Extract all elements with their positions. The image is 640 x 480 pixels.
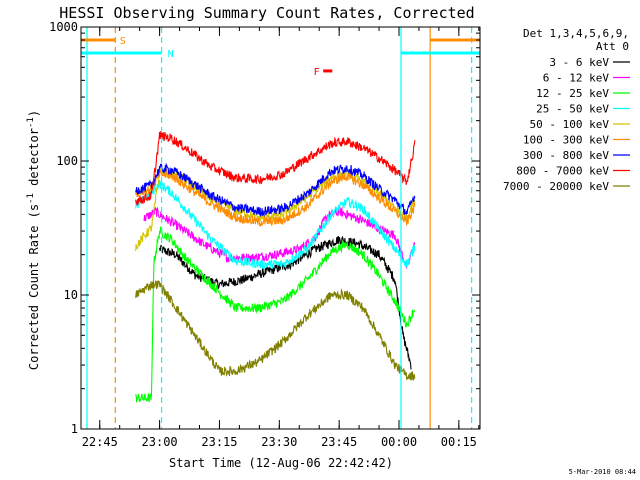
timestamp: 5-Mar-2010 08:44 [569, 468, 636, 476]
svg-text:Corrected Count Rate (s-1 dete: Corrected Count Rate (s-1 detector-1) [26, 110, 41, 370]
legend-title: Det 1,3,4,5,6,9, [523, 27, 629, 40]
legend-label-2: 6 - 12 keV [543, 72, 610, 85]
chart-title: HESSI Observing Summary Count Rates, Cor… [59, 4, 474, 22]
y-tick-label: 1 [71, 422, 78, 436]
y-tick-label: 100 [56, 154, 78, 168]
series-line-7 [135, 162, 416, 218]
series-line-9 [135, 280, 416, 382]
legend-label-4: 25 - 50 keV [536, 103, 609, 116]
y-tick-label: 10 [64, 288, 78, 302]
legend-label-3: 12 - 25 keV [536, 87, 609, 100]
x-tick-label: 22:45 [82, 435, 118, 449]
series-line-2 [143, 206, 416, 269]
legend-label-9: 7000 - 20000 keV [503, 180, 609, 193]
x-tick-label: 23:00 [142, 435, 178, 449]
night-label: N [168, 49, 174, 60]
x-tick-label: 23:30 [261, 435, 297, 449]
legend-label-6: 100 - 300 keV [523, 134, 609, 147]
saa-label: S [120, 36, 126, 47]
legend-label-1: 3 - 6 keV [549, 56, 609, 69]
series-line-8 [135, 131, 416, 206]
series-line-4 [135, 179, 416, 270]
x-tick-label: 00:15 [441, 435, 477, 449]
x-tick-label: 23:15 [201, 435, 237, 449]
x-tick-label: 23:45 [321, 435, 357, 449]
y-tick-label: 1000 [49, 20, 78, 34]
y-axis-label: Corrected Count Rate (s-1 detector-1) [26, 110, 41, 370]
x-tick-label: 00:00 [381, 435, 417, 449]
legend-label-5: 50 - 100 keV [530, 118, 610, 131]
legend-subtitle: Att 0 [596, 40, 629, 53]
plot-frame [80, 26, 481, 430]
legend: Det 1,3,4,5,6,9,Att 0 3 - 6 keV 6 - 12 keV… [503, 27, 630, 193]
x-axis-label: Start Time (12-Aug-06 22:42:42) [169, 456, 393, 470]
series-line-1 [159, 235, 412, 370]
series-line-3 [135, 226, 416, 403]
legend-label-7: 300 - 800 keV [523, 149, 609, 162]
legend-label-8: 800 - 7000 keV [516, 165, 609, 178]
flare-label: F [314, 67, 320, 78]
